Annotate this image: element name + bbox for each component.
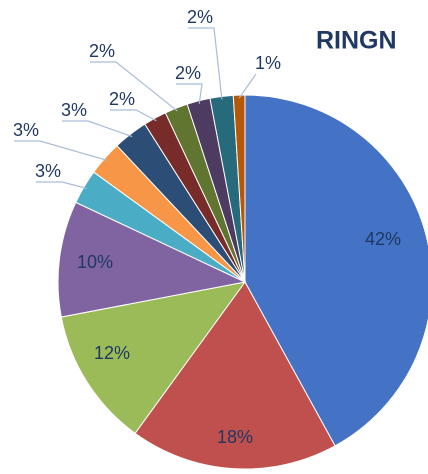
leader-line (110, 109, 157, 122)
data-label: 2% (187, 7, 213, 27)
chart-title: RINGN (316, 27, 397, 55)
slices (57, 94, 428, 470)
leader-line (36, 181, 87, 189)
pie-slice (232, 94, 246, 283)
leader-line (62, 120, 133, 138)
leader-line (176, 83, 203, 104)
data-label: 18% (217, 427, 253, 447)
leader-line (188, 27, 223, 100)
data-label: 2% (109, 89, 135, 109)
data-label: 42% (365, 229, 401, 249)
pie-slice (57, 201, 247, 318)
data-label: 3% (61, 100, 87, 120)
leader-line (238, 73, 257, 99)
data-label: 3% (35, 161, 61, 181)
data-label: 1% (255, 53, 281, 73)
data-label: 12% (94, 343, 130, 363)
leader-line (90, 61, 178, 112)
data-label: 10% (77, 252, 113, 272)
data-label: 2% (175, 63, 201, 83)
pie-slice (244, 94, 428, 447)
data-label: 3% (13, 120, 39, 140)
leader-line (14, 140, 108, 161)
pie-slice (60, 281, 247, 434)
data-label: 2% (89, 41, 115, 61)
pie-slice (134, 281, 336, 470)
